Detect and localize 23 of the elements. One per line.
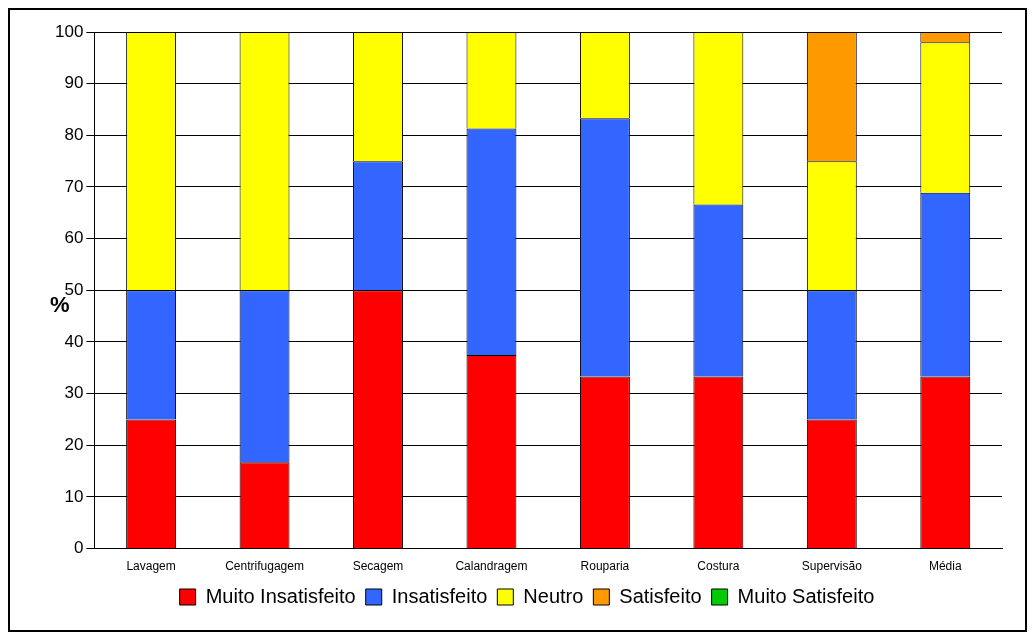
y-tick-label: 40	[64, 331, 84, 351]
legend-label: Insatisfeito	[391, 584, 488, 607]
x-tick-label: Rouparia	[580, 559, 630, 574]
y-tick-label: 10	[64, 486, 84, 506]
y-tick-label: 70	[64, 176, 84, 196]
x-tick-label: Lavagem	[126, 559, 176, 574]
x-tick-label: Secagem	[352, 559, 404, 574]
y-tick-label: 30	[64, 383, 84, 403]
x-tick-label: Calandragem	[455, 559, 528, 574]
x-tick-label: Média	[928, 559, 962, 574]
y-tick-label: 0	[73, 538, 84, 558]
x-tick-label: Centrifugagem	[225, 559, 304, 574]
x-tick-label: Costura	[697, 559, 740, 574]
legend-label: Muito Insatisfeito	[205, 584, 356, 607]
legend-label: Neutro	[523, 584, 584, 607]
y-tick-label: 20	[64, 434, 84, 454]
y-tick-label: 80	[64, 125, 84, 145]
y-tick-label: 100	[54, 21, 84, 41]
legend-label: Satisfeito	[619, 584, 702, 607]
y-tick-label: 60	[64, 228, 84, 248]
legend-label: Muito Satisfeito	[737, 584, 875, 607]
x-tick-label: Supervisão	[801, 559, 863, 574]
y-tick-label: 90	[64, 73, 84, 93]
